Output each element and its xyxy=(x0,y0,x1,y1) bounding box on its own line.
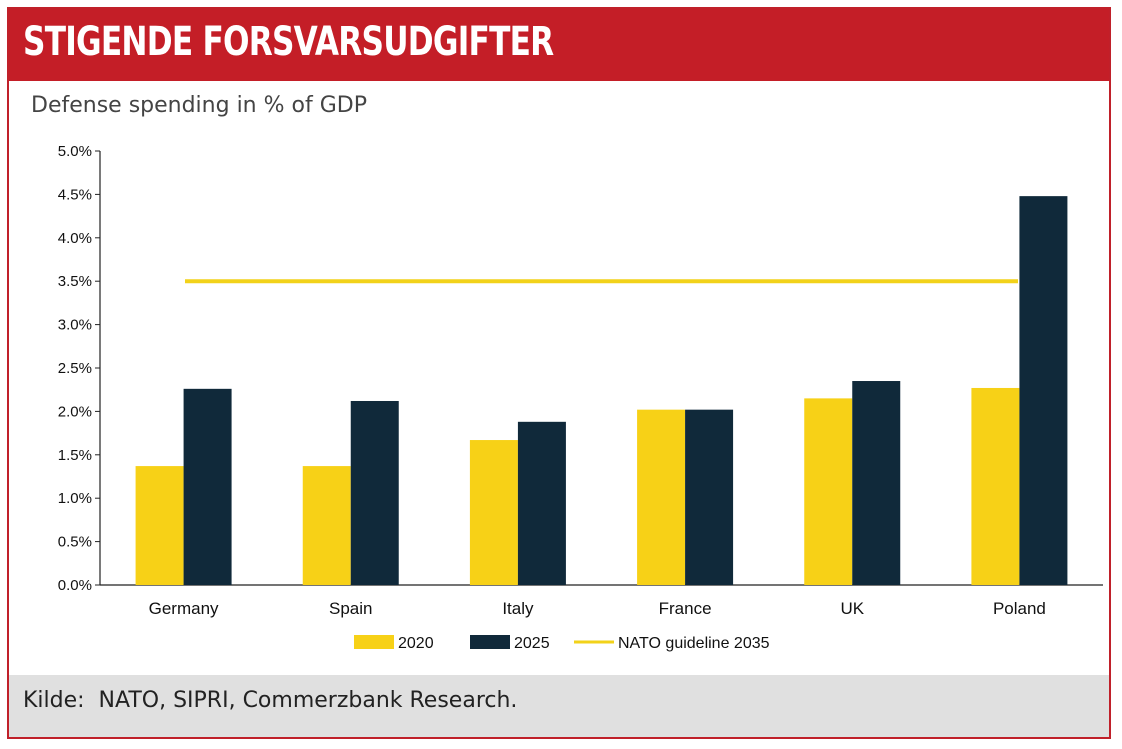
x-category-label: Germany xyxy=(149,599,219,618)
y-tick-label: 3.0% xyxy=(58,317,92,334)
source-footer: Kilde: NATO, SIPRI, Commerzbank Research… xyxy=(9,675,1109,737)
bar-2025-spain xyxy=(350,400,399,585)
chart-title: Defense spending in % of GDP xyxy=(31,93,367,118)
legend-swatch-2025 xyxy=(470,635,510,649)
legend-label-2020: 2020 xyxy=(398,635,434,652)
x-category-label: Spain xyxy=(329,599,372,618)
bar-2025-uk xyxy=(852,381,901,585)
bar-2025-poland xyxy=(1019,196,1068,586)
header-title: STIGENDE FORSVARSUDGIFTER xyxy=(23,19,554,65)
y-tick-label: 1.0% xyxy=(58,490,92,507)
bar-2020-italy xyxy=(469,440,518,585)
x-category-label: Italy xyxy=(502,599,534,618)
x-category-label: Poland xyxy=(993,599,1046,618)
bar-2020-uk xyxy=(804,398,853,585)
bar-2025-italy xyxy=(517,421,566,585)
bar-2020-germany xyxy=(135,466,184,585)
chart-frame: STIGENDE FORSVARSUDGIFTER Defense spendi… xyxy=(7,7,1111,739)
legend-label-2025: 2025 xyxy=(514,635,550,652)
y-tick-label: 3.5% xyxy=(58,273,92,290)
bar-2020-france xyxy=(637,409,686,585)
x-category-label: France xyxy=(659,599,712,618)
bar-2020-spain xyxy=(302,466,351,585)
x-category-label: UK xyxy=(840,599,864,618)
y-tick-label: 2.0% xyxy=(58,403,92,420)
source-text: Kilde: NATO, SIPRI, Commerzbank Research… xyxy=(23,688,518,713)
bar-2025-france xyxy=(685,409,734,585)
y-tick-label: 0.0% xyxy=(58,577,92,594)
bar-2020-poland xyxy=(971,387,1020,585)
y-tick-label: 2.5% xyxy=(58,360,92,377)
y-tick-label: 5.0% xyxy=(58,143,92,160)
y-tick-label: 4.5% xyxy=(58,186,92,203)
y-tick-label: 0.5% xyxy=(58,534,92,551)
header-bar: STIGENDE FORSVARSUDGIFTER xyxy=(9,9,1109,81)
legend-swatch-2020 xyxy=(354,635,394,649)
y-tick-label: 4.0% xyxy=(58,230,92,247)
y-tick-label: 1.5% xyxy=(58,447,92,464)
bar-2025-germany xyxy=(183,388,232,585)
legend-label-guideline: NATO guideline 2035 xyxy=(618,635,770,652)
